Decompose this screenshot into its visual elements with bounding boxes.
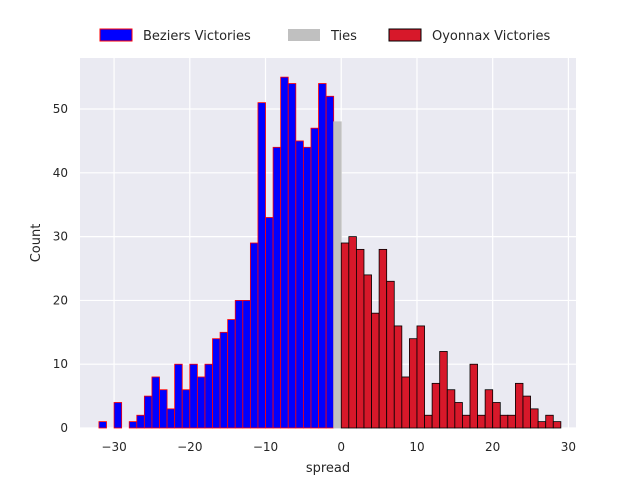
y-axis-ticks: 0 10 20 30 40 50 — [53, 102, 68, 435]
bar-series-0 — [227, 319, 236, 429]
legend-label-beziers: Beziers Victories — [143, 29, 251, 44]
bar-series-1 — [333, 121, 342, 429]
x-tick-label: 10 — [409, 440, 424, 454]
bar-series-2 — [363, 274, 372, 429]
bar-series-0 — [136, 414, 145, 429]
bar-series-0 — [159, 389, 168, 429]
x-tick-label: −10 — [253, 440, 278, 454]
bar-series-2 — [545, 414, 554, 429]
bar-series-2 — [439, 351, 448, 429]
bar-series-2 — [484, 389, 494, 429]
bar-series-0 — [98, 421, 107, 429]
bar-series-0 — [272, 146, 282, 429]
bar-series-0 — [189, 363, 198, 429]
bar-series-0 — [302, 146, 312, 429]
bar-series-0 — [212, 338, 221, 429]
y-tick-label: 30 — [53, 230, 68, 244]
bar-series-0 — [204, 363, 213, 429]
bar-series-2 — [371, 312, 380, 429]
bar-series-0 — [287, 83, 297, 429]
legend-label-oyonnax: Oyonnax Victories — [432, 29, 551, 44]
legend: Beziers Victories Ties Oyonnax Victories — [99, 28, 551, 44]
x-tick-label: 0 — [337, 440, 345, 454]
bar-series-2 — [378, 248, 388, 429]
bar-series-0 — [310, 127, 319, 429]
bar-series-0 — [181, 389, 191, 429]
bar-series-0 — [166, 408, 176, 429]
bar-series-0 — [265, 217, 274, 429]
y-tick-label: 10 — [53, 357, 68, 371]
bar-series-2 — [507, 414, 516, 429]
bar-series-0 — [196, 376, 206, 429]
bar-series-2 — [492, 402, 501, 429]
bar-series-2 — [348, 236, 357, 429]
bar-series-2 — [530, 408, 539, 429]
bar-series-0 — [219, 331, 229, 429]
bar-series-2 — [424, 414, 433, 429]
x-tick-label: 20 — [485, 440, 500, 454]
bar-series-2 — [446, 389, 456, 429]
x-axis-label: spread — [306, 461, 350, 476]
legend-swatch-oyonnax — [388, 28, 422, 42]
x-tick-label: −20 — [177, 440, 202, 454]
y-tick-label: 50 — [53, 102, 68, 116]
bar-series-2 — [340, 242, 350, 429]
bar-series-2 — [522, 395, 531, 429]
bar-series-0 — [295, 140, 304, 429]
y-axis-label: Count — [29, 224, 44, 263]
x-tick-label: −30 — [101, 440, 126, 454]
bar-series-2 — [477, 414, 486, 429]
legend-swatch-beziers — [99, 28, 133, 42]
bar-series-2 — [431, 382, 441, 429]
bar-series-0 — [318, 83, 327, 429]
legend-label-ties: Ties — [330, 29, 357, 44]
bar-series-2 — [515, 382, 524, 429]
legend-swatch-ties — [288, 29, 320, 41]
y-tick-label: 40 — [53, 166, 68, 180]
bar-series-2 — [499, 414, 509, 429]
bar-series-0 — [280, 76, 289, 429]
bar-series-2 — [386, 280, 395, 429]
bar-series-2 — [409, 338, 418, 429]
x-axis-ticks: −30 −20 −10 0 10 20 30 — [101, 440, 576, 454]
bar-series-0 — [234, 300, 244, 429]
bar-series-2 — [393, 325, 403, 429]
y-tick-label: 20 — [53, 293, 68, 307]
x-tick-label: 30 — [561, 440, 576, 454]
bar-series-0 — [249, 242, 259, 429]
bar-series-0 — [113, 402, 123, 429]
bar-series-0 — [174, 363, 183, 429]
bar-series-2 — [416, 325, 425, 429]
bar-series-0 — [325, 95, 335, 429]
bar-series-2 — [454, 402, 463, 429]
bar-series-2 — [552, 421, 562, 429]
bar-series-2 — [469, 363, 478, 429]
bar-series-0 — [242, 300, 251, 429]
bar-series-0 — [128, 421, 138, 429]
bar-series-0 — [151, 376, 160, 429]
bar-series-2 — [537, 421, 547, 429]
bar-series-2 — [355, 248, 365, 429]
bars — [98, 76, 562, 429]
y-tick-label: 0 — [60, 421, 68, 435]
bar-series-2 — [462, 414, 471, 429]
bar-series-0 — [143, 395, 153, 429]
bar-series-0 — [257, 102, 266, 429]
bar-series-2 — [401, 376, 410, 429]
